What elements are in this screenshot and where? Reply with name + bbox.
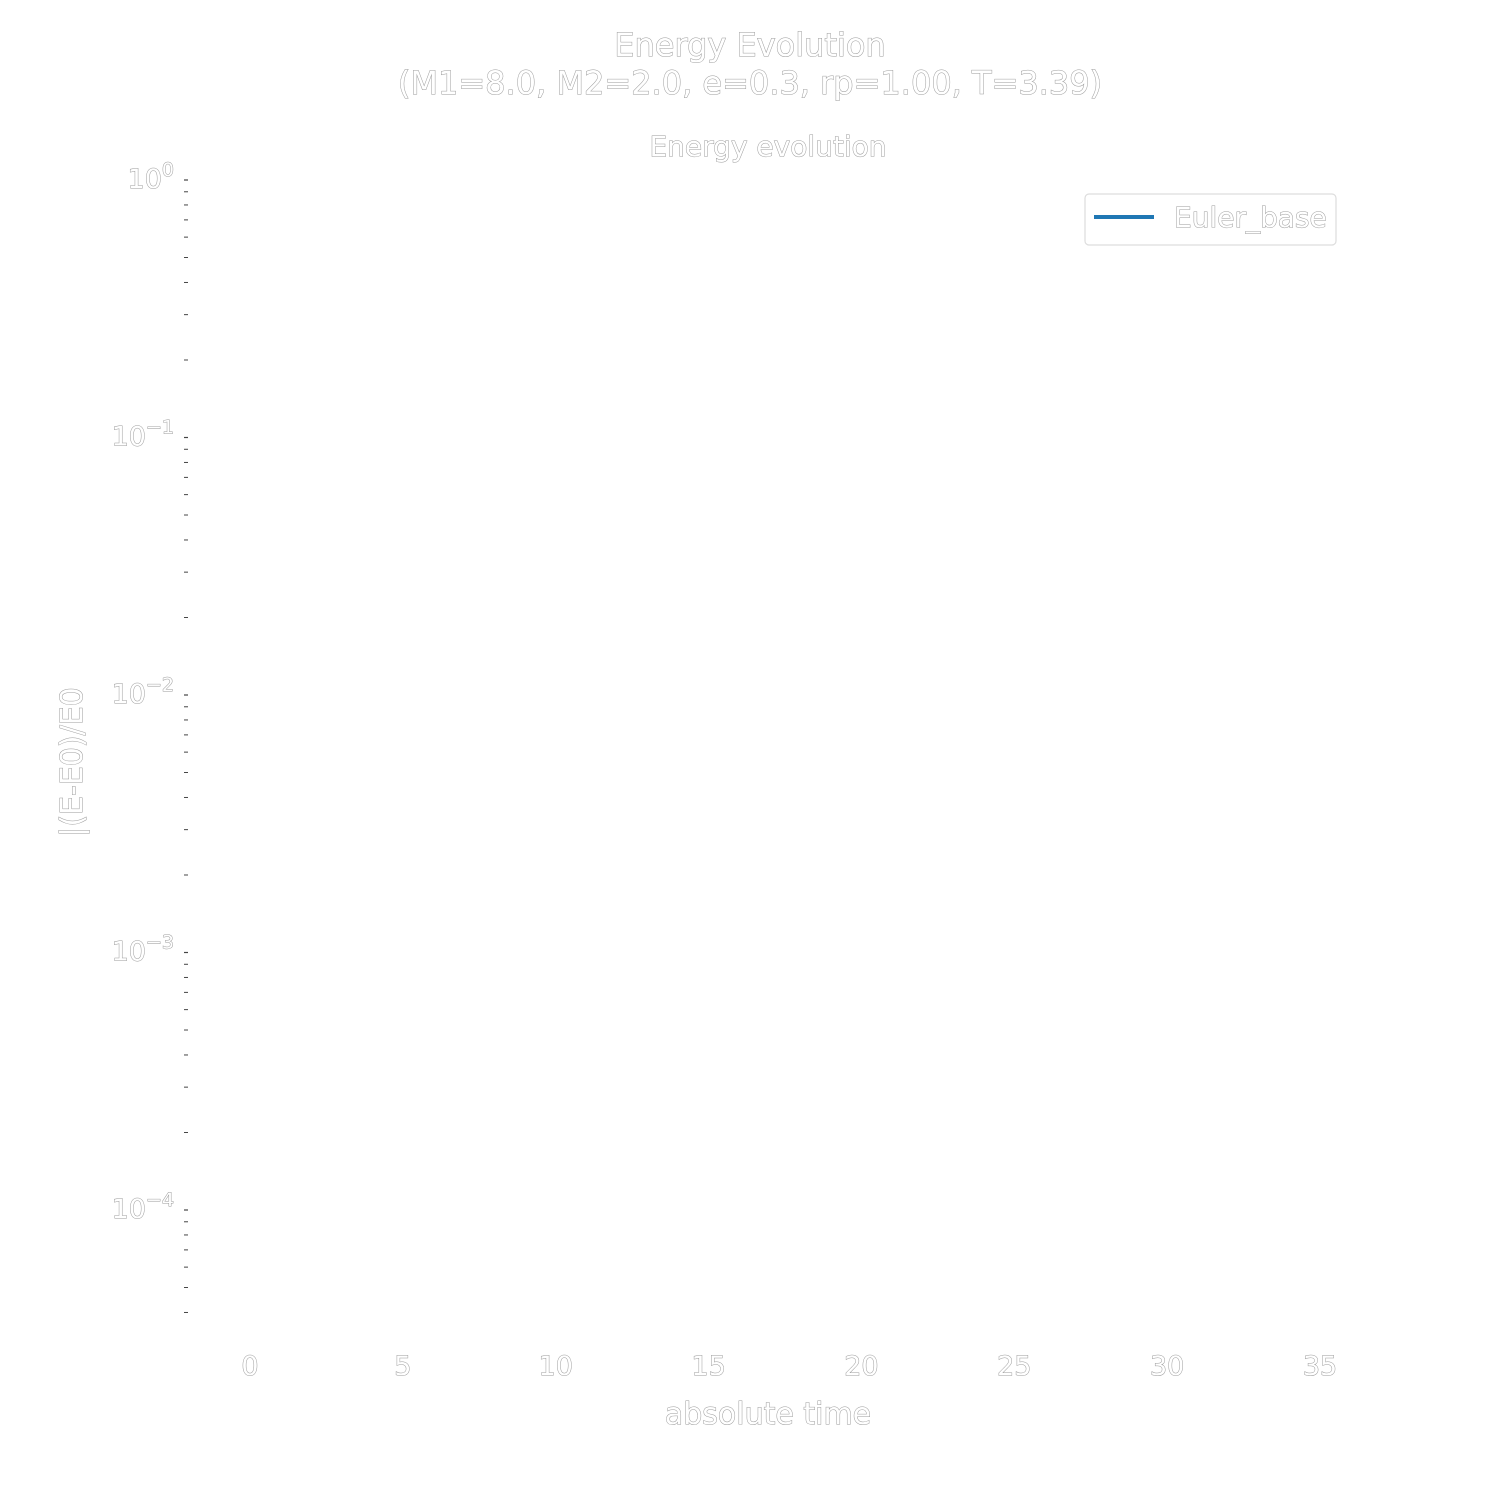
- y-tick-label: 10−1: [112, 417, 174, 453]
- figure-title-line1: Energy Evolution: [614, 26, 885, 64]
- legend: Euler_base: [1084, 193, 1337, 246]
- x-tick-label: 5: [394, 1351, 411, 1382]
- legend-frame: [1084, 193, 1337, 246]
- x-tick-label: 30: [1150, 1351, 1184, 1382]
- x-tick-label: 10: [539, 1351, 573, 1382]
- y-tick-label: 10−2: [112, 674, 174, 710]
- figure-title-line2: (M1=8.0, M2=2.0, e=0.3, rp=1.00, T=3.39): [398, 64, 1102, 102]
- x-tick-label: 35: [1303, 1351, 1337, 1382]
- axes-title: Energy evolution: [649, 130, 886, 163]
- legend-label-euler-base: Euler_base: [1174, 201, 1327, 234]
- y-tick-label: 10−4: [112, 1189, 174, 1225]
- y-tick-label: 10−3: [112, 932, 174, 968]
- x-tick-label: 25: [997, 1351, 1031, 1382]
- y-axis: 100 10−1 10−2 10−3 10−4: [111, 159, 188, 1313]
- y-tick-label: 100: [128, 159, 174, 195]
- x-tick-label: 15: [691, 1351, 725, 1382]
- x-tick-label: 20: [844, 1351, 878, 1382]
- x-axis: 0 5 10 15 20 25 30 35: [241, 1351, 1338, 1383]
- x-axis-title: absolute time: [665, 1397, 871, 1432]
- y-axis-title: |(E-E0)/E0: [55, 687, 90, 837]
- x-tick-label: 0: [241, 1351, 258, 1382]
